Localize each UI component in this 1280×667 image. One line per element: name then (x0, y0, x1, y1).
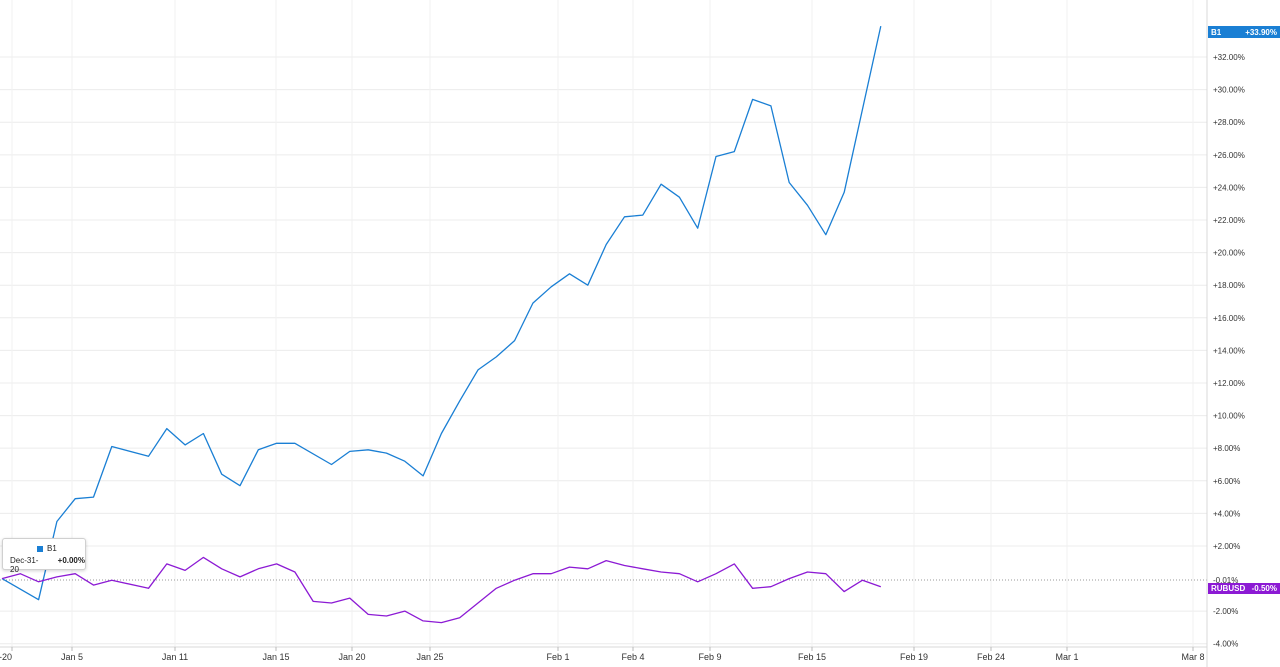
zero-line-label: -0.01% (1213, 576, 1238, 585)
hover-tooltip: B1 Dec-31-20 +0.00% (2, 538, 86, 574)
b1-badge-value: +33.90% (1245, 28, 1277, 37)
b1-badge-name: B1 (1211, 28, 1222, 37)
y-tick-label: +8.00% (1213, 444, 1240, 453)
series-line-b1 (1, 25, 882, 601)
x-axis-ticks: 1-20 Jan 5 Jan 11 Jan 15 Jan 20 Jan 25 Feb 1 Fe… (0, 647, 1205, 662)
y-tick-label: +18.00% (1213, 281, 1245, 290)
x-tick-label: 1-20 (0, 652, 12, 662)
x-tick-label: Feb 24 (977, 652, 1005, 662)
rubusd-badge-name: RUBUSD (1211, 584, 1245, 593)
x-tick-label: Feb 15 (798, 652, 826, 662)
y-axis-ticks: +32.00% +30.00% +28.00% +26.00% +24.00% +22.0… (1213, 53, 1245, 649)
x-tick-label: Jan 11 (162, 652, 188, 662)
y-tick-label: +28.00% (1213, 118, 1245, 127)
y-tick-label: +14.00% (1213, 346, 1245, 355)
y-tick-label: +10.00% (1213, 412, 1245, 421)
x-tick-label: Jan 25 (416, 652, 443, 662)
rubusd-value-badge: RUBUSD -0.50% (1208, 583, 1280, 594)
x-tick-label: Feb 9 (698, 652, 721, 662)
x-tick-label: Jan 5 (61, 652, 83, 662)
y-tick-label: +16.00% (1213, 314, 1245, 323)
y-tick-label: -4.00% (1213, 640, 1238, 649)
series-color-swatch (37, 545, 43, 552)
tooltip-series-name: B1 (47, 544, 57, 553)
x-tick-label: Mar 1 (1055, 652, 1078, 662)
x-tick-label: Jan 15 (262, 652, 289, 662)
x-tick-label: Mar 8 (1181, 652, 1204, 662)
y-tick-label: +30.00% (1213, 86, 1245, 95)
tooltip-date: Dec-31-20 (10, 556, 39, 574)
y-tick-label: +4.00% (1213, 509, 1240, 518)
x-tick-label: Feb 1 (546, 652, 569, 662)
y-tick-label: +2.00% (1213, 542, 1240, 551)
y-tick-label: +24.00% (1213, 183, 1245, 192)
rubusd-badge-value: -0.50% (1252, 584, 1277, 593)
tooltip-value: +0.00% (57, 556, 85, 565)
series-line-rubusd (1, 556, 882, 624)
x-tick-label: Jan 20 (338, 652, 365, 662)
x-tick-label: Feb 19 (900, 652, 928, 662)
y-tick-label: +32.00% (1213, 53, 1245, 62)
y-tick-label: +26.00% (1213, 151, 1245, 160)
x-tick-label: Feb 4 (621, 652, 644, 662)
y-tick-label: -2.00% (1213, 607, 1238, 616)
b1-value-badge: B1 +33.90% (1208, 26, 1280, 38)
y-tick-label: +6.00% (1213, 477, 1240, 486)
series-lines (1, 25, 882, 624)
y-tick-label: +12.00% (1213, 379, 1245, 388)
grid-lines (0, 0, 1207, 647)
y-tick-label: +22.00% (1213, 216, 1245, 225)
y-tick-label: +20.00% (1213, 249, 1245, 258)
